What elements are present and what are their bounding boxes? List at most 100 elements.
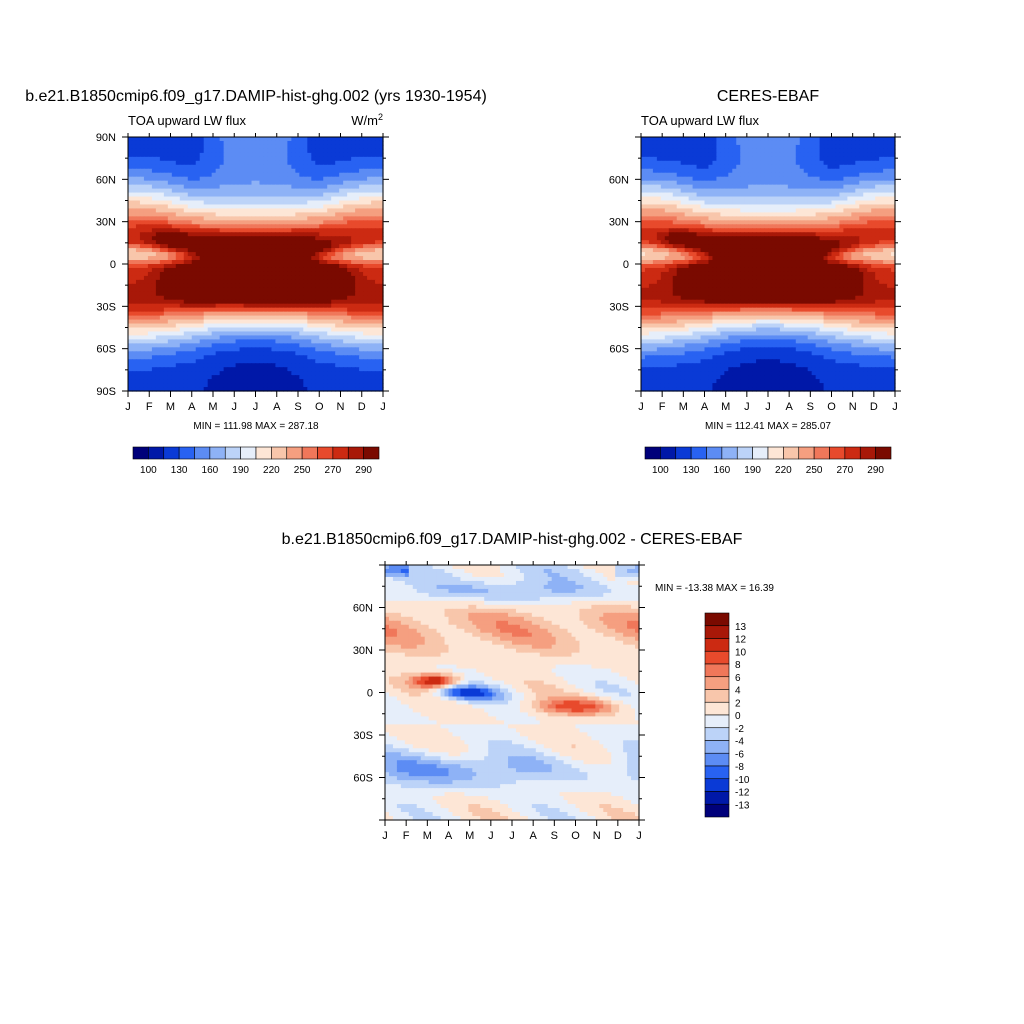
field-cell	[331, 283, 336, 289]
field-cell	[367, 307, 372, 313]
field-cell	[243, 283, 249, 289]
field-cell	[359, 248, 364, 253]
field-cell	[875, 144, 880, 150]
field-cell	[291, 152, 296, 158]
field-cell	[183, 363, 189, 368]
field-cell	[339, 335, 344, 341]
field-cell	[151, 371, 157, 376]
field-cell	[343, 220, 348, 225]
field-cell	[231, 156, 237, 162]
field-cell	[151, 291, 157, 297]
field-cell	[151, 204, 157, 210]
field-cell	[347, 252, 352, 257]
field-cell	[147, 264, 153, 269]
field-cell	[303, 208, 308, 214]
field-cell	[355, 228, 360, 233]
field-cell	[128, 216, 133, 221]
field-cell	[207, 216, 213, 221]
field-cell	[175, 232, 181, 237]
field-cell	[783, 152, 789, 158]
field-cell	[295, 351, 300, 356]
field-cell	[355, 287, 360, 293]
field-cell	[211, 319, 217, 325]
field-cell	[203, 152, 209, 158]
field-cell	[335, 248, 340, 253]
field-cell	[311, 307, 316, 313]
field-cell	[351, 335, 356, 341]
field-cell	[803, 137, 809, 142]
field-cell	[203, 383, 209, 388]
field-cell	[351, 275, 356, 281]
field-cell	[323, 196, 328, 202]
field-cell	[139, 144, 145, 150]
field-cell	[128, 323, 133, 329]
field-cell	[259, 351, 265, 356]
field-cell	[819, 140, 825, 146]
field-cell	[151, 240, 157, 245]
field-cell	[235, 180, 241, 186]
field-cell	[835, 164, 841, 170]
field-cell	[371, 160, 376, 166]
field-cell	[375, 236, 380, 241]
field-cell	[147, 216, 153, 221]
field-cell	[223, 220, 229, 225]
field-cell	[175, 299, 181, 305]
field-cell	[343, 327, 348, 333]
field-cell	[255, 287, 261, 293]
field-cell	[851, 156, 856, 162]
field-cell	[363, 244, 368, 249]
field-cell	[235, 299, 241, 305]
field-cell	[287, 363, 292, 368]
field-cell	[199, 319, 205, 325]
field-cell	[263, 375, 269, 380]
field-cell	[227, 168, 233, 174]
field-cell	[279, 355, 284, 360]
field-cell	[371, 256, 376, 261]
field-cell	[375, 216, 380, 221]
field-cell	[311, 228, 316, 233]
field-cell	[815, 164, 821, 170]
field-cell	[688, 160, 694, 166]
field-cell	[355, 323, 360, 329]
field-cell	[235, 339, 241, 344]
field-cell	[195, 319, 201, 325]
field-cell	[319, 335, 324, 341]
field-cell	[783, 176, 789, 182]
field-cell	[231, 212, 237, 217]
field-cell	[271, 291, 277, 297]
field-cell	[135, 148, 141, 154]
field-cell	[291, 303, 296, 309]
field-cell	[311, 140, 316, 146]
field-cell	[187, 208, 193, 214]
field-cell	[128, 327, 133, 333]
field-cell	[303, 327, 308, 333]
field-cell	[203, 315, 209, 321]
field-cell	[187, 351, 193, 356]
field-cell	[143, 148, 149, 154]
field-cell	[291, 295, 296, 301]
field-cell	[231, 172, 237, 178]
field-cell	[724, 144, 729, 150]
field-cell	[131, 327, 137, 333]
field-cell	[203, 148, 209, 154]
field-cell	[131, 355, 137, 360]
field-cell	[175, 371, 181, 376]
field-cell	[863, 148, 868, 154]
field-cell	[315, 267, 320, 273]
field-cell	[311, 359, 316, 364]
field-cell	[251, 315, 257, 321]
field-cell	[355, 315, 360, 321]
field-cell	[239, 148, 245, 154]
field-cell	[371, 307, 376, 313]
field-cell	[327, 240, 332, 245]
field-cell	[128, 260, 133, 265]
field-cell	[736, 152, 741, 158]
field-cell	[171, 379, 177, 384]
field-cell	[203, 323, 209, 329]
field-cell	[807, 160, 813, 166]
field-cell	[151, 176, 157, 182]
field-cell	[287, 144, 292, 150]
field-cell	[271, 355, 277, 360]
field-cell	[311, 299, 316, 305]
field-cell	[151, 137, 157, 142]
